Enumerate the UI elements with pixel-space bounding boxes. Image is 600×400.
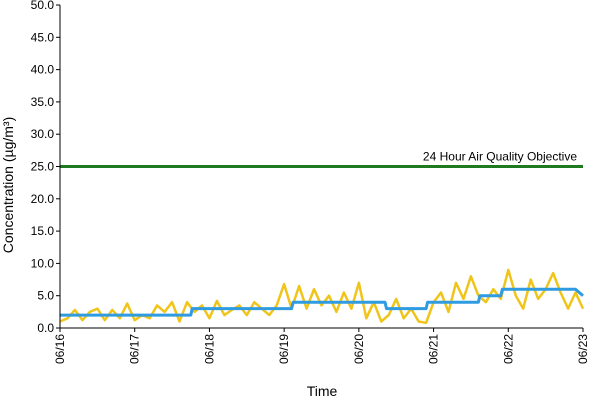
hourly-series-line bbox=[59, 268, 585, 325]
x-tick-label: 06/21 bbox=[427, 334, 441, 364]
x-tick-label: 06/20 bbox=[352, 334, 366, 364]
y-tick-label: 45.0 bbox=[31, 30, 55, 44]
x-tick-label: 06/22 bbox=[501, 334, 515, 364]
y-tick-label: 40.0 bbox=[31, 63, 55, 77]
x-tick-label: 06/18 bbox=[202, 334, 216, 364]
y-axis-title: Concentration (µg/m³) bbox=[0, 117, 16, 253]
y-tick-label: 5.0 bbox=[37, 289, 54, 303]
x-tick-label: 06/19 bbox=[277, 334, 291, 364]
y-tick-label: 25.0 bbox=[31, 160, 55, 174]
y-tick-label: 15.0 bbox=[31, 224, 55, 238]
y-tick-label: 35.0 bbox=[31, 95, 55, 109]
y-tick-label: 30.0 bbox=[31, 127, 55, 141]
x-tick-label: 06/23 bbox=[576, 334, 590, 364]
y-tick-label: 10.0 bbox=[31, 256, 55, 270]
air-quality-objective-label: 24 Hour Air Quality Objective bbox=[423, 150, 577, 164]
x-tick-label: 06/16 bbox=[53, 334, 67, 364]
x-tick-label: 06/17 bbox=[128, 334, 142, 364]
rolling-average-series-line bbox=[60, 287, 584, 317]
x-axis-title: Time bbox=[307, 383, 338, 399]
x-axis-ticks: 06/16 06/17 06/18 06/19 06/20 06/21 06/22 06/23 bbox=[53, 328, 590, 364]
y-tick-label: 50.0 bbox=[31, 0, 55, 12]
y-axis-ticks: 0.0 5.0 10.0 15.0 20.0 25.0 30.0 35.0 40.0 45.0 50… bbox=[31, 0, 60, 335]
y-tick-label: 20.0 bbox=[31, 192, 55, 206]
y-tick-label: 0.0 bbox=[37, 321, 54, 335]
series-layer bbox=[59, 268, 585, 325]
